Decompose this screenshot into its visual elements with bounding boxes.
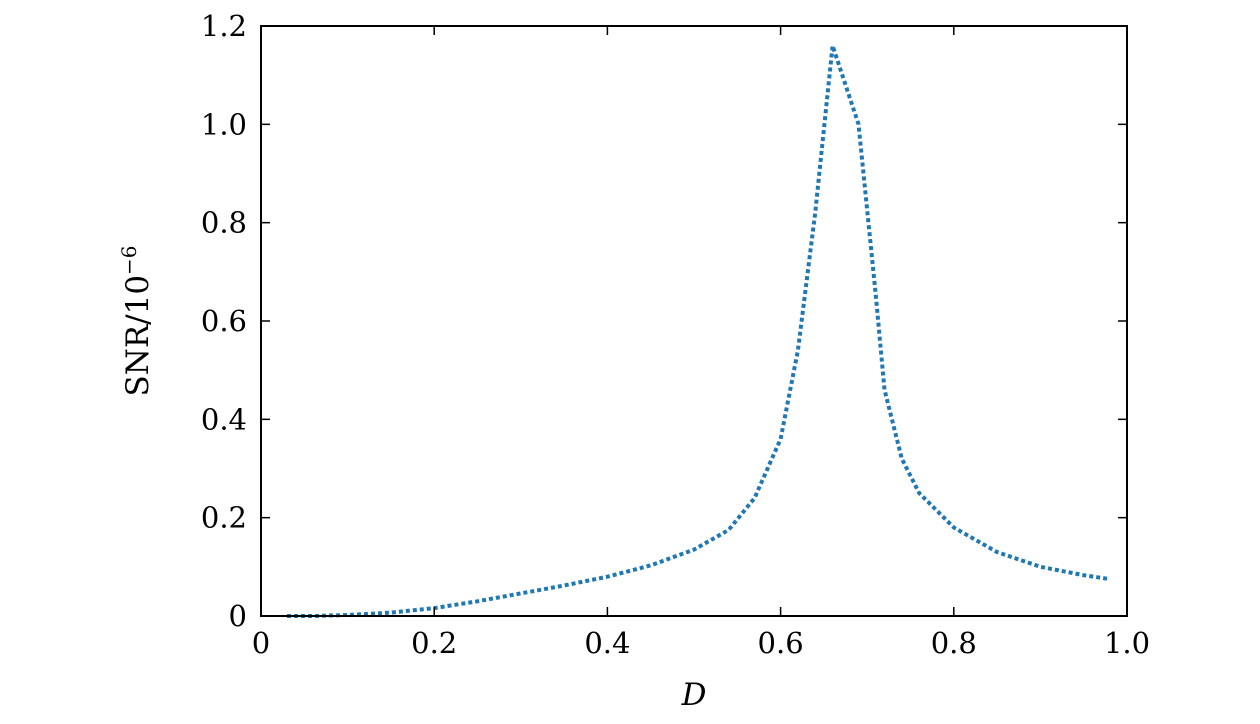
x-tick-label: 0.8 bbox=[931, 626, 977, 660]
y-axis-label: SNR/10−6 bbox=[117, 245, 156, 396]
y-tick-label: 1.0 bbox=[201, 107, 247, 141]
ticks-layer: 0 0.2 0.4 0.6 0.8 1.0 0 0.2 0.4 0.6 0.8 1.0 1.2 bbox=[201, 9, 1150, 660]
x-tick-label: 0.2 bbox=[411, 626, 457, 660]
x-tick-label: 0.6 bbox=[758, 626, 804, 660]
x-tick-label: 0.4 bbox=[584, 626, 630, 660]
data-layer bbox=[287, 43, 1110, 618]
x-tick-label: 0 bbox=[252, 626, 270, 660]
y-tick-label: 1.2 bbox=[201, 9, 247, 43]
y-tick-label: 0.8 bbox=[201, 206, 247, 240]
x-axis-label: D bbox=[681, 677, 707, 713]
series-line-0 bbox=[287, 43, 1110, 618]
y-tick-label: 0.4 bbox=[201, 402, 247, 436]
y-axis-label-base: SNR/10 bbox=[120, 275, 156, 397]
y-tick-label: 0 bbox=[229, 599, 247, 633]
x-tick-label: 1.0 bbox=[1104, 626, 1150, 660]
y-tick-label: 0.2 bbox=[201, 501, 247, 535]
y-tick-label: 0.6 bbox=[201, 304, 247, 338]
y-axis-label-exponent: −6 bbox=[117, 245, 141, 274]
plot-frame bbox=[260, 25, 1128, 617]
